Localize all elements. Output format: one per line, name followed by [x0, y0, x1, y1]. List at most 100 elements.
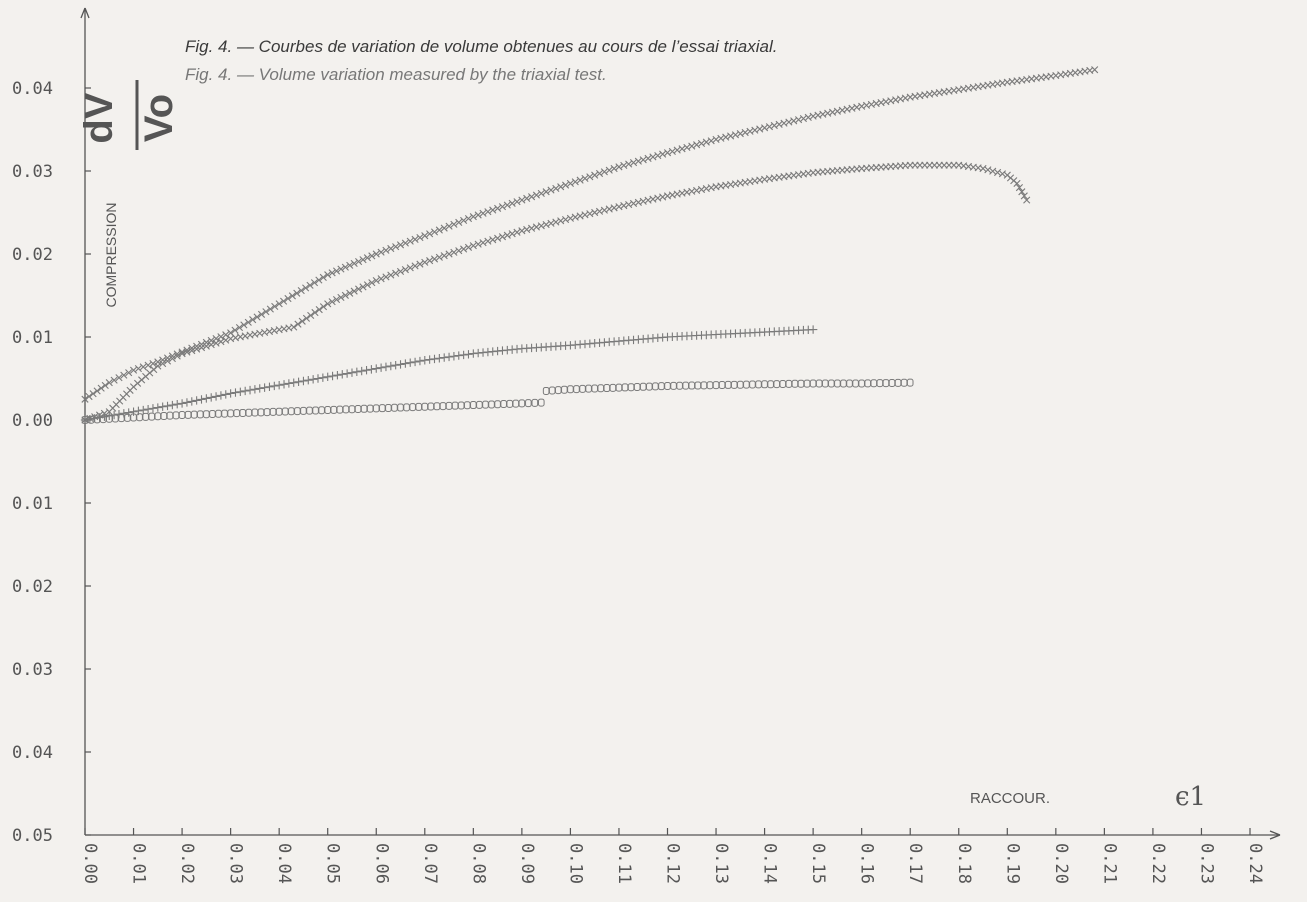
- data-point-x: [387, 271, 395, 279]
- data-point-x: [688, 142, 696, 150]
- data-point-square: [451, 401, 459, 410]
- data-point-plus: [401, 359, 410, 368]
- data-point-x: [298, 317, 306, 325]
- data-point-x: [523, 225, 531, 234]
- data-point-x: [302, 314, 311, 322]
- data-point-x: [756, 125, 764, 133]
- data-point-x: [527, 193, 536, 201]
- data-point-square: [712, 381, 720, 390]
- x-tick-label: 0.14: [760, 843, 780, 884]
- data-point-x: [678, 145, 686, 153]
- data-point-square: [385, 403, 392, 412]
- data-point-square: [639, 382, 647, 391]
- data-point-square: [645, 382, 653, 391]
- data-point-x: [392, 269, 400, 277]
- data-point-x: [319, 273, 327, 281]
- data-point-square: [203, 410, 210, 419]
- data-point-x: [372, 276, 380, 285]
- data-point-x: [736, 130, 744, 138]
- x-tick-label: 0.00: [80, 843, 100, 884]
- data-point-x: [363, 281, 372, 289]
- data-point-x: [426, 230, 434, 238]
- series-3: [80, 325, 818, 425]
- data-point-x: [406, 237, 414, 245]
- data-point-square: [512, 399, 520, 408]
- data-point-plus: [284, 379, 294, 388]
- x-tick-label: 0.02: [177, 843, 197, 884]
- data-point-x: [435, 226, 443, 234]
- data-point-x: [253, 313, 261, 321]
- data-point-square: [597, 384, 605, 393]
- data-point-x: [440, 224, 448, 232]
- data-point-square: [542, 386, 550, 395]
- data-point-x: [503, 201, 511, 209]
- data-point-square: [445, 401, 453, 410]
- data-point-x: [231, 326, 239, 334]
- data-point-square: [761, 380, 768, 389]
- data-point-x: [498, 203, 507, 211]
- data-point-square: [391, 403, 398, 412]
- data-point-x: [163, 357, 172, 365]
- data-point-x: [307, 311, 315, 320]
- data-point-plus: [270, 381, 279, 391]
- data-point-x: [610, 204, 618, 212]
- data-point-x: [508, 230, 516, 238]
- data-point-plus: [255, 384, 264, 393]
- data-point-x: [498, 233, 507, 241]
- data-point-x: [639, 156, 647, 164]
- data-point-plus: [299, 376, 308, 386]
- data-point-x: [489, 206, 497, 214]
- data-point-x: [406, 264, 414, 272]
- data-point-x: [1091, 66, 1099, 74]
- data-point-x: [262, 308, 270, 316]
- data-point-x: [430, 255, 439, 263]
- data-point-square: [591, 384, 598, 393]
- data-point-x: [350, 287, 358, 295]
- data-point-square: [439, 402, 447, 411]
- data-point-plus: [406, 358, 415, 367]
- data-point-square: [506, 399, 514, 408]
- x-tick-label: 0.17: [905, 843, 925, 884]
- data-point-plus: [202, 394, 211, 403]
- data-point-plus: [274, 380, 284, 390]
- data-point-x: [324, 300, 332, 308]
- data-point-plus: [362, 366, 371, 375]
- x-tick-label: 0.08: [468, 843, 488, 884]
- data-point-plus: [333, 370, 342, 380]
- data-point-square: [457, 401, 465, 410]
- data-point-square: [852, 379, 859, 388]
- data-point-x: [557, 217, 565, 225]
- data-point-square: [621, 383, 629, 392]
- data-point-square: [773, 380, 781, 389]
- data-point-x: [523, 194, 531, 202]
- data-point-x: [989, 167, 997, 175]
- data-point-x: [697, 139, 706, 148]
- data-point-plus: [226, 389, 235, 398]
- data-point-square: [567, 385, 574, 394]
- data-point-x: [183, 348, 191, 356]
- data-point-x: [222, 331, 230, 339]
- data-point-x: [115, 374, 123, 382]
- data-point-square: [288, 407, 295, 416]
- data-point-x: [993, 168, 1002, 177]
- data-point-x: [144, 361, 152, 369]
- data-point-x: [494, 234, 502, 242]
- data-point-square: [548, 386, 556, 395]
- data-point-x: [149, 359, 157, 368]
- data-point-square: [281, 407, 289, 416]
- data-point-square: [609, 383, 617, 392]
- data-point-square: [652, 382, 659, 391]
- data-point-x: [469, 213, 477, 221]
- data-point-x: [235, 323, 244, 332]
- series-2: [81, 161, 1031, 424]
- data-point-x: [712, 135, 720, 144]
- data-point-x: [310, 279, 319, 287]
- data-point-x: [717, 134, 725, 142]
- data-point-square: [324, 406, 332, 415]
- data-point-x: [979, 164, 987, 173]
- data-point-square: [554, 386, 562, 395]
- data-point-x: [294, 320, 302, 328]
- data-point-x: [332, 295, 341, 304]
- data-point-x: [368, 279, 376, 287]
- data-point-x: [346, 289, 354, 297]
